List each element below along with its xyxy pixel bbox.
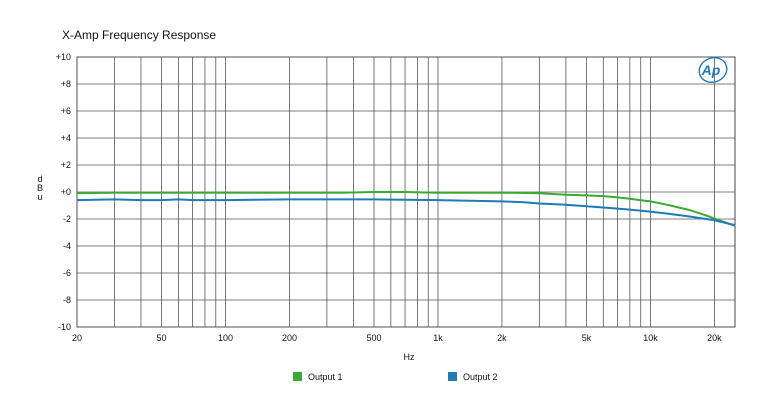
y-tick-label: +10 xyxy=(56,52,71,62)
x-tick-label: 1k xyxy=(433,333,443,343)
x-tick-labels: 20 50 100 200 500 1k 2k 5k 10k 20k xyxy=(72,333,722,343)
x-tick-label: 500 xyxy=(367,333,382,343)
legend: Output 1 Output 2 xyxy=(293,372,498,382)
x-tick-label: 10k xyxy=(643,333,658,343)
series-lines xyxy=(76,191,736,227)
legend-swatch-2 xyxy=(448,372,457,381)
x-tick-label: 100 xyxy=(218,333,233,343)
x-tick-label: 20 xyxy=(72,333,82,343)
y-tick-label: +0 xyxy=(61,187,71,197)
x-tick-label: 50 xyxy=(157,333,167,343)
y-tick-label: -8 xyxy=(63,295,71,305)
ap-logo-text: Ap xyxy=(701,62,721,78)
y-tick-label: +8 xyxy=(61,79,71,89)
x-tick-label: 5k xyxy=(582,333,592,343)
y-tick-label: -4 xyxy=(63,241,71,251)
y-tick-label: -2 xyxy=(63,214,71,224)
y-tick-label: -10 xyxy=(58,322,71,332)
y-tick-label: +2 xyxy=(61,160,71,170)
ap-logo-ring xyxy=(698,57,728,83)
y-tick-label: +6 xyxy=(61,106,71,116)
legend-label-1: Output 1 xyxy=(308,372,343,382)
y-tick-label: +4 xyxy=(61,133,71,143)
ap-logo: Ap xyxy=(698,57,728,83)
x-axis-label: Hz xyxy=(404,352,415,362)
legend-label-2: Output 2 xyxy=(463,372,498,382)
series-line-1 xyxy=(76,191,736,227)
x-tick-label: 20k xyxy=(707,333,722,343)
y-tick-label: -6 xyxy=(63,268,71,278)
chart-title: X-Amp Frequency Response xyxy=(62,28,217,42)
x-tick-label: 200 xyxy=(282,333,297,343)
legend-swatch-1 xyxy=(293,372,302,381)
series-line-2 xyxy=(76,198,736,227)
y-tick-labels: +10 +8 +6 +4 +2 +0 -2 -4 -6 -8 -10 xyxy=(56,52,71,332)
x-tick-label: 2k xyxy=(497,333,507,343)
